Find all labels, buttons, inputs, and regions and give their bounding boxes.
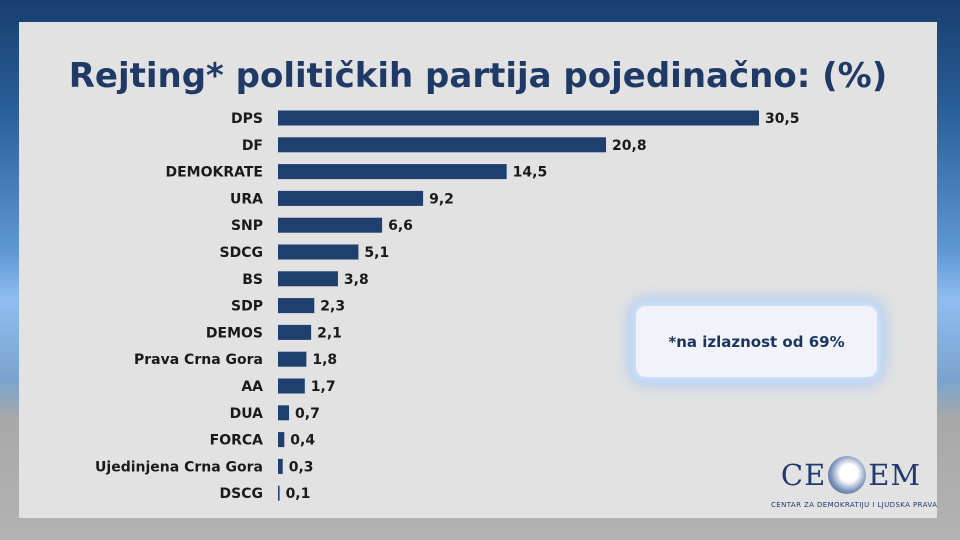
bar: [278, 298, 315, 314]
bar: [278, 485, 280, 501]
bar: [278, 324, 312, 340]
category-label: DEMOS: [206, 325, 263, 341]
value-label: 3,8: [344, 272, 369, 288]
bar: [278, 271, 338, 287]
logo-caption: CENTAR ZA DEMOKRATIJU I LJUDSKA PRAVA: [771, 501, 938, 509]
category-label: DEMOKRATE: [165, 165, 263, 181]
category-label: AA: [241, 379, 263, 395]
logo-letters-left: CE: [780, 458, 827, 492]
slide-panel: Rejting* političkih partija pojedinačno:…: [19, 22, 937, 518]
category-label: DF: [242, 138, 263, 154]
bar: [278, 432, 285, 448]
bar: [278, 405, 290, 421]
turnout-note-box: *na izlaznost od 69%: [636, 306, 877, 377]
value-label: 14,5: [513, 165, 548, 181]
value-label: 5,1: [364, 245, 389, 261]
value-label: 9,2: [429, 191, 454, 207]
value-label: 30,5: [765, 111, 800, 127]
bar: [278, 244, 359, 260]
value-label: 1,8: [312, 352, 337, 368]
value-label: 2,3: [320, 299, 345, 315]
logo-circle-icon: [828, 456, 867, 494]
bar: [278, 110, 759, 126]
value-label: 2,1: [317, 325, 342, 341]
turnout-note-text: *na izlaznost od 69%: [668, 332, 845, 351]
category-label: DUA: [230, 406, 264, 422]
category-label: DSCG: [220, 486, 263, 502]
value-label: 1,7: [311, 379, 336, 395]
value-label: 0,1: [286, 486, 311, 502]
category-label: DPS: [231, 111, 263, 127]
value-label: 20,8: [612, 138, 647, 154]
logo-letters-right: EM: [868, 458, 922, 492]
bar-chart: DPS 30,5 DF 20,8 DEMOKRATE 14,5 URA 9,2 SNP 6,6 SD…: [95, 110, 800, 502]
category-label: Prava Crna Gora: [134, 352, 263, 368]
category-label: SDCG: [220, 245, 263, 261]
bar: [278, 190, 424, 206]
bar: [278, 164, 507, 180]
bar: [278, 378, 305, 394]
bar: [278, 351, 307, 367]
category-label: BS: [242, 272, 263, 288]
category-label: Ujedinjena Crna Gora: [95, 459, 263, 475]
value-label: 0,7: [295, 406, 320, 422]
category-label: SDP: [231, 299, 263, 315]
value-label: 0,4: [290, 433, 315, 449]
cedem-logo-mark: CE EM: [771, 454, 931, 496]
category-label: SNP: [231, 218, 263, 234]
cedem-logo: CE EM CENTAR ZA DEMOKRATIJU I LJUDSKA PR…: [771, 454, 938, 516]
value-label: 0,3: [289, 459, 314, 475]
category-label: FORCA: [210, 433, 264, 449]
category-label: URA: [230, 191, 263, 207]
bar: [278, 137, 607, 153]
bar: [278, 458, 283, 474]
chart-title: Rejting* političkih partija pojedinačno:…: [68, 56, 888, 96]
bar: [278, 217, 383, 233]
value-label: 6,6: [388, 218, 413, 234]
